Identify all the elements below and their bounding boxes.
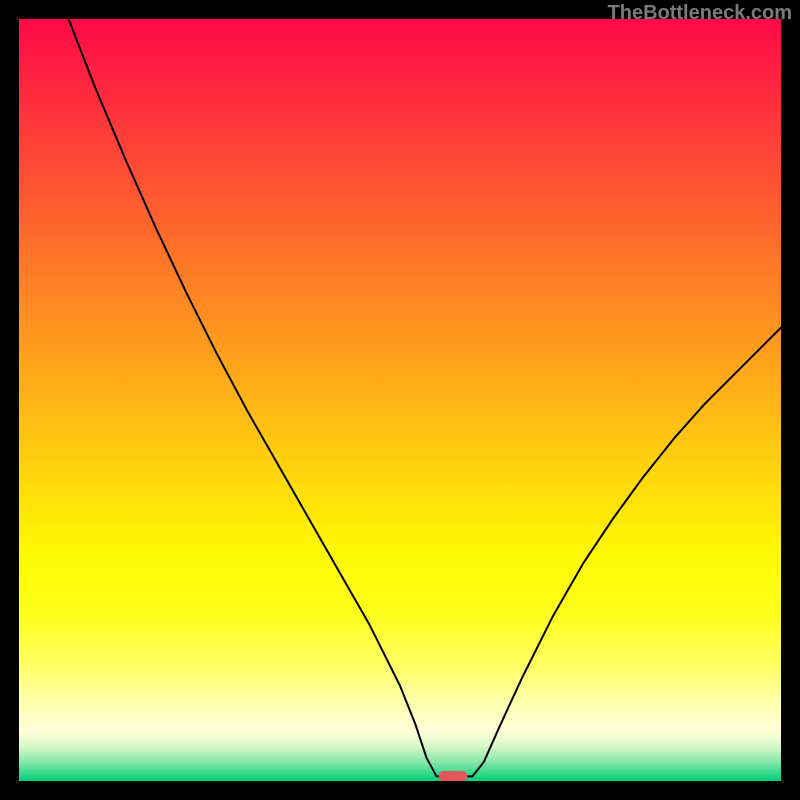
chart-container: TheBottleneck.com	[0, 0, 800, 800]
watermark-text: TheBottleneck.com	[608, 2, 792, 25]
plot-area	[19, 19, 781, 781]
curve-path	[69, 19, 781, 776]
optimal-point-marker	[439, 771, 468, 781]
bottleneck-curve	[19, 19, 781, 781]
